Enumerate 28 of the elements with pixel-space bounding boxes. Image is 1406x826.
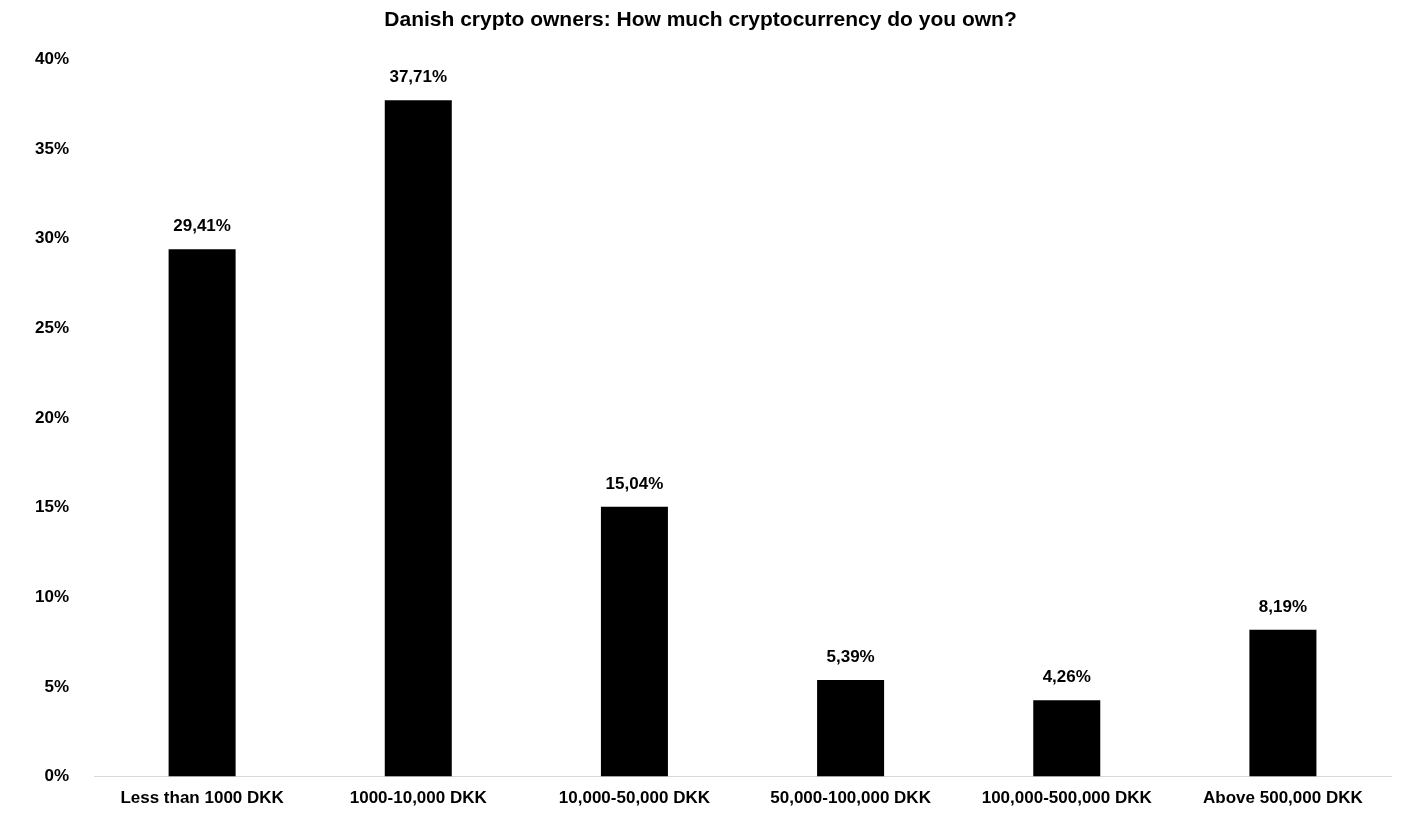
x-tick-label: Less than 1000 DKK [120, 788, 285, 808]
y-tick-label: 35% [34, 138, 70, 158]
y-tick-label: 30% [34, 228, 70, 248]
bar [600, 506, 668, 777]
bar [168, 249, 236, 777]
y-tick-label: 25% [34, 317, 70, 337]
x-tick-label: 1000-10,000 DKK [349, 788, 488, 808]
y-tick-label: 10% [34, 586, 70, 606]
bar [817, 679, 885, 777]
y-tick-label: 20% [34, 407, 70, 427]
x-tick-label: 50,000-100,000 DKK [770, 788, 932, 808]
y-tick-label: 15% [34, 497, 70, 517]
bar [1249, 629, 1317, 777]
data-label: 15,04% [605, 474, 664, 494]
data-label: 37,71% [389, 67, 448, 87]
data-label: 4,26% [1042, 667, 1091, 687]
y-tick-label: 5% [44, 676, 70, 696]
data-label: 29,41% [173, 216, 231, 236]
bar [384, 100, 452, 777]
x-tick-label: 100,000-500,000 DKK [981, 788, 1153, 808]
bar [1033, 700, 1101, 777]
data-label: 8,19% [1258, 596, 1308, 616]
data-label: 5,39% [826, 647, 875, 667]
x-tick-label: Above 500,000 DKK [1203, 788, 1364, 808]
chart-title: Danish crypto owners: How much cryptocurrency do you own? [384, 7, 1017, 31]
y-tick-label: 40% [34, 48, 70, 68]
y-tick-label: 0% [44, 766, 70, 786]
x-tick-label: 10,000-50,000 DKK [558, 788, 711, 808]
